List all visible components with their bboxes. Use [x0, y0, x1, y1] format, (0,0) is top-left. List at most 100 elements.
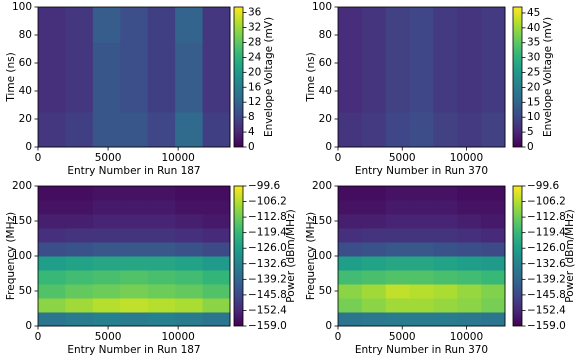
heatmap-cell [338, 42, 363, 78]
heatmap-cell [409, 7, 434, 43]
heatmap-cell [361, 228, 387, 243]
colorbar-tick-label: 8 [248, 111, 255, 123]
y-tick-label: 0 [25, 141, 32, 153]
colorbar-tick-label: −145.8 [248, 289, 287, 301]
y-tick-label: 20 [19, 113, 32, 125]
colorbar-tick-label: 36 [248, 7, 262, 19]
heatmap-cell [92, 112, 121, 148]
x-axis-label: Entry Number in Run 187 [67, 165, 200, 177]
colorbar-tick-label: −152.4 [527, 304, 566, 316]
x-tick-label: 5000 [95, 152, 122, 164]
plot-frame [337, 6, 506, 148]
heatmap-cell [361, 298, 387, 313]
heatmap-cell [120, 112, 149, 148]
x-tick-label: 0 [35, 331, 42, 343]
heatmap-cell [120, 186, 149, 201]
heatmap-cell [147, 284, 176, 299]
y-tick-label: 100 [312, 1, 332, 13]
heatmap-cell [65, 186, 94, 201]
heatmap-cell [361, 7, 387, 43]
heatmap-cell [65, 312, 94, 327]
x-axis-label: Entry Number in Run 187 [67, 344, 200, 356]
heatmap-cell [409, 242, 434, 257]
heatmap-cell [38, 298, 66, 313]
y-tick-label: 150 [312, 215, 332, 227]
heatmap-cell [409, 284, 434, 299]
heatmap-cell [147, 298, 176, 313]
heatmap-cell [175, 214, 204, 229]
heatmap-cell [433, 186, 458, 201]
heatmap-cell [175, 186, 204, 201]
heatmap-cell [409, 112, 434, 148]
colorbar [233, 6, 244, 148]
heatmap-cell [457, 298, 482, 313]
heatmap-cell [147, 270, 176, 285]
heatmap-cell [457, 312, 482, 327]
colorbar-tick-label: 20 [248, 66, 261, 78]
colorbar-label: Power (dBm/MHz) [564, 209, 576, 302]
heatmap-cell [120, 242, 149, 257]
y-tick-label: 200 [312, 180, 332, 192]
heatmap-cell [202, 228, 231, 243]
heatmap-cell [385, 200, 411, 215]
heatmap-cell [147, 200, 176, 215]
heatmap-cell [457, 228, 482, 243]
y-tick-label: 60 [319, 57, 332, 69]
y-axis-label: Time (ns) [305, 52, 317, 102]
heatmap-cell [385, 312, 411, 327]
heatmap-cell [38, 200, 66, 215]
heatmap-cell [433, 214, 458, 229]
heatmap-cell [361, 284, 387, 299]
colorbar-tick-label: 12 [248, 96, 261, 108]
heatmap-cell [202, 312, 231, 327]
x-tick-label: 0 [335, 331, 342, 343]
colorbar-tick-label: −139.2 [527, 273, 566, 285]
heatmap-cell [409, 42, 434, 78]
heatmap-cell [481, 270, 506, 285]
heatmap-cell [409, 77, 434, 113]
heatmap-cell [175, 284, 204, 299]
colorbar-label: Envelope Voltage (mV) [542, 17, 554, 137]
heatmap-cell [338, 228, 363, 243]
colorbar-tick-label: −152.4 [248, 304, 287, 316]
heatmap-cell [175, 270, 204, 285]
heatmap-cell [120, 214, 149, 229]
heatmap-cell [338, 214, 363, 229]
colorbar-tick-label: 4 [248, 126, 255, 138]
heatmap-cell [92, 256, 121, 271]
heatmap-cell [338, 284, 363, 299]
heatmap-cell [120, 200, 149, 215]
heatmap-cell [385, 242, 411, 257]
heatmap-cell [338, 186, 363, 201]
heatmap-cell [481, 298, 506, 313]
y-tick-label: 0 [325, 141, 332, 153]
heatmap-cell [147, 77, 176, 113]
heatmap-cell [338, 256, 363, 271]
heatmap-cell [202, 284, 231, 299]
y-tick-label: 80 [319, 29, 332, 41]
heatmap-cell [38, 256, 66, 271]
colorbar [233, 185, 244, 327]
heatmap-cell [457, 42, 482, 78]
heatmap-cell [481, 228, 506, 243]
heatmap-cell [409, 200, 434, 215]
colorbar-tick-label: −106.2 [527, 196, 566, 208]
colorbar-tick-label: −106.2 [248, 196, 287, 208]
x-tick-label: 5000 [389, 331, 416, 343]
heatmap-cell [338, 7, 363, 43]
heatmap-cell [385, 186, 411, 201]
heatmap-cell [92, 186, 121, 201]
heatmap-cell [481, 200, 506, 215]
colorbar-tick-label: −126.0 [527, 242, 566, 254]
colorbar-tick-label: 20 [527, 81, 540, 93]
y-tick-label: 40 [319, 85, 332, 97]
y-tick-label: 40 [19, 85, 32, 97]
y-tick-label: 60 [19, 57, 32, 69]
heatmap-cell [120, 228, 149, 243]
y-tick-label: 0 [325, 320, 332, 332]
heatmap-cell [65, 42, 94, 78]
heatmap-cell [92, 214, 121, 229]
heatmap-cell [409, 298, 434, 313]
colorbar-label: Power (dBm/MHz) [285, 209, 297, 302]
